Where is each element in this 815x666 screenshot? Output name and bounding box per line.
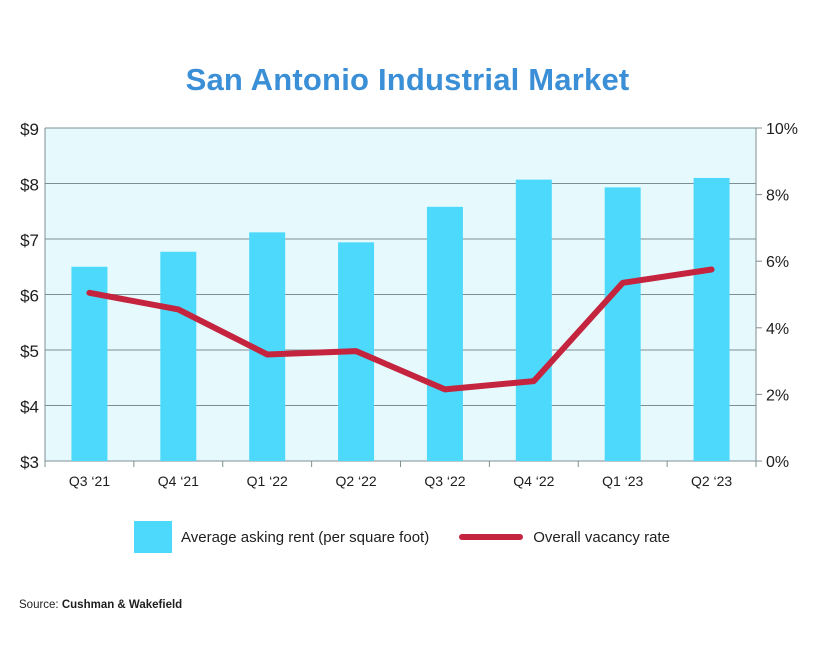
source-note: Source: Cushman & Wakefield [19, 599, 182, 611]
y-left-tick-label: $8 [20, 176, 39, 195]
chart-legend: Average asking rent (per square foot) Ov… [134, 521, 670, 553]
chart-title: San Antonio Industrial Market [185, 62, 630, 97]
bar-rent [604, 187, 641, 461]
x-tick-label: Q3 ‘21 [69, 473, 110, 489]
x-tick-label: Q2 ‘22 [335, 473, 376, 489]
y-left-tick-label: $6 [20, 287, 39, 306]
x-tick-label: Q1 ‘23 [602, 473, 643, 489]
bar-rent [71, 266, 108, 461]
y-right-tick-label: 8% [766, 188, 789, 205]
y-left-tick-label: $3 [20, 453, 39, 472]
bar-rent [160, 251, 197, 461]
legend-label-vacancy: Overall vacancy rate [533, 528, 670, 546]
y-right-tick-label: 2% [766, 387, 789, 404]
x-tick-label: Q4 ‘21 [158, 473, 199, 489]
bar-rent [426, 206, 463, 461]
y-left-tick-label: $9 [20, 120, 39, 139]
y-right-tick-label: 4% [766, 321, 789, 338]
y-left-tick-label: $7 [20, 231, 39, 250]
x-tick-label: Q3 ‘22 [424, 473, 465, 489]
legend-label-rent: Average asking rent (per square foot) [181, 528, 430, 546]
source-name: Cushman & Wakefield [61, 599, 183, 611]
bar-rent [693, 177, 730, 461]
y-right-tick-label: 6% [766, 254, 789, 271]
x-tick-label: Q1 ‘22 [247, 473, 288, 489]
legend-swatch-rent [134, 521, 172, 553]
y-left-tick-label: $5 [20, 342, 39, 361]
x-tick-label: Q4 ‘22 [513, 473, 554, 489]
y-right-tick-label: 10% [766, 121, 798, 138]
y-left-tick-label: $4 [20, 398, 39, 417]
x-tick-label: Q2 ‘23 [691, 473, 732, 489]
line-vacancy-rate [86, 266, 715, 393]
y-right-tick-label: 0% [766, 454, 789, 471]
source-label: Source: [19, 599, 59, 611]
legend-swatch-vacancy [459, 534, 524, 540]
bar-rent [515, 179, 552, 462]
